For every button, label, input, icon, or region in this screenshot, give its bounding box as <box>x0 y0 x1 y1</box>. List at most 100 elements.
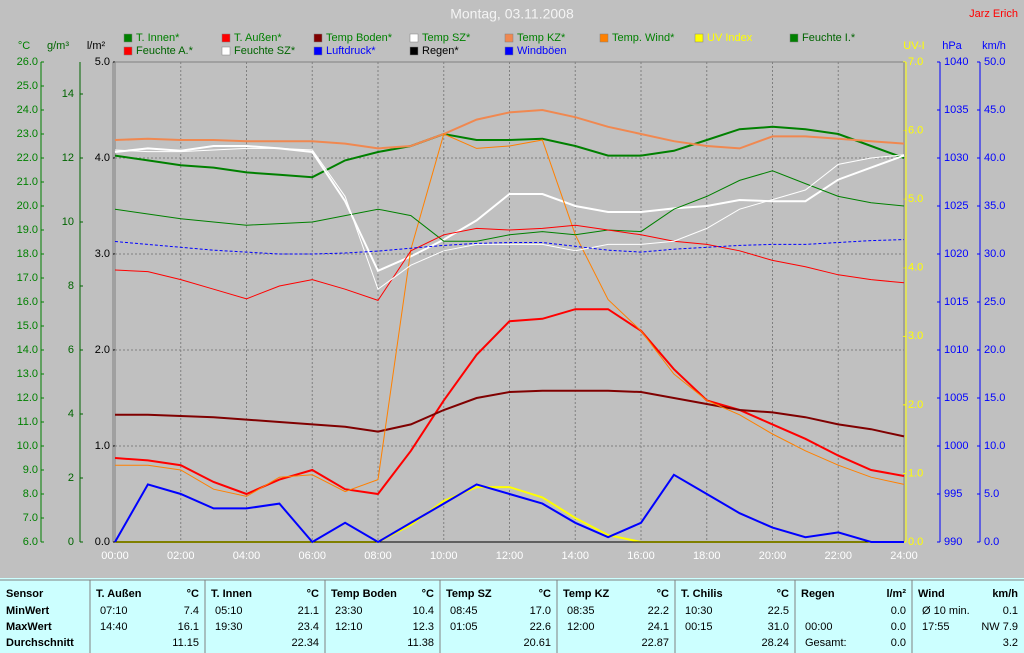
column-unit: km/h <box>992 588 1018 600</box>
y-tick-label: 30.0 <box>984 248 1005 260</box>
cell-value: 11.15 <box>172 637 199 649</box>
y-tick-label: 1020 <box>944 248 968 260</box>
series-line <box>115 389 905 438</box>
legend-swatch <box>694 33 704 43</box>
legend-swatch <box>123 33 133 43</box>
y-tick-label: 25.0 <box>984 296 1005 308</box>
series-line <box>114 239 905 255</box>
chart-title: Montag, 03.11.2008 <box>450 6 574 22</box>
x-tick-label: 16:00 <box>627 550 655 562</box>
series-line <box>114 147 905 290</box>
legend-label: Feuchte A.* <box>136 45 194 57</box>
axis-unit: l/m² <box>87 40 106 52</box>
y-tick-label: 1010 <box>944 344 968 356</box>
cell-time: 14:40 <box>100 621 128 633</box>
cell-value: 22.34 <box>291 637 319 649</box>
y-tick-label: 10.0 <box>17 440 38 452</box>
x-tick-label: 18:00 <box>693 550 721 562</box>
legend-swatch <box>313 46 323 56</box>
y-tick-label: 3.0 <box>908 330 923 342</box>
legend-swatch <box>221 33 231 43</box>
legend-label: Temp KZ* <box>517 32 566 44</box>
cell-value: 20.61 <box>523 637 551 649</box>
x-tick-label: 10:00 <box>430 550 458 562</box>
stats-table-background <box>0 578 1024 653</box>
column-name: Temp KZ <box>563 588 610 600</box>
legend-swatch <box>409 33 419 43</box>
y-tick-label: 40.0 <box>984 152 1005 164</box>
y-tick-label: 15.0 <box>984 392 1005 404</box>
y-tick-label: 2 <box>68 472 74 484</box>
cell-time: Ø 10 min. <box>922 605 970 617</box>
y-tick-label: 1040 <box>944 56 968 68</box>
y-tick-label: 6.0 <box>908 124 923 136</box>
y-tick-label: 7.0 <box>908 56 923 68</box>
y-tick-label: 26.0 <box>17 56 38 68</box>
legend-label: Temp. Wind* <box>612 32 675 44</box>
row-label: MaxWert <box>6 621 52 633</box>
legend-swatch <box>123 46 133 56</box>
y-tick-label: 20.0 <box>17 200 38 212</box>
x-tick-label: 02:00 <box>167 550 195 562</box>
y-tick-label: 4.0 <box>908 262 923 274</box>
column-unit: °C <box>539 588 551 600</box>
cell-time: 10:30 <box>685 605 713 617</box>
cell-value: 21.1 <box>298 605 319 617</box>
x-tick-label: 08:00 <box>364 550 392 562</box>
cell-value: 31.0 <box>768 621 789 633</box>
axis-unit: hPa <box>942 40 962 52</box>
series-line <box>115 133 905 497</box>
legend-swatch <box>599 33 609 43</box>
y-tick-label: 10 <box>62 216 74 228</box>
legend-swatch <box>221 46 231 56</box>
table-header: Sensor <box>6 588 44 600</box>
cell-value: 22.5 <box>768 605 789 617</box>
axis-unit: km/h <box>982 40 1006 52</box>
column-name: T. Chilis <box>681 588 723 600</box>
cell-value: 0.0 <box>891 621 906 633</box>
y-tick-label: 14.0 <box>17 344 38 356</box>
y-tick-label: 1025 <box>944 200 968 212</box>
legend-label: T. Außen* <box>234 32 282 44</box>
y-tick-label: 1.0 <box>908 467 923 479</box>
y-tick-label: 6.0 <box>23 536 38 548</box>
legend-label: Feuchte SZ* <box>234 45 296 57</box>
y-tick-label: 1030 <box>944 152 968 164</box>
cell-value: 0.0 <box>891 605 906 617</box>
cell-value: 0.0 <box>891 637 906 649</box>
cell-value: 22.87 <box>641 637 669 649</box>
y-tick-label: 8 <box>68 280 74 292</box>
y-tick-label: 1005 <box>944 392 968 404</box>
y-tick-label: 10.0 <box>984 440 1005 452</box>
series-line <box>114 125 905 179</box>
series-line <box>114 224 905 301</box>
legend-swatch <box>409 46 419 56</box>
y-tick-label: 7.0 <box>23 512 38 524</box>
cell-value: NW 7.9 <box>981 621 1018 633</box>
y-tick-label: 21.0 <box>17 176 38 188</box>
y-tick-label: 13.0 <box>17 368 38 380</box>
cell-value: 12.3 <box>413 621 434 633</box>
column-name: T. Außen <box>96 588 142 600</box>
cell-time: 12:10 <box>335 621 363 633</box>
y-tick-label: 5.0 <box>984 488 999 500</box>
x-tick-label: 20:00 <box>759 550 787 562</box>
y-tick-label: 6 <box>68 344 74 356</box>
column-unit: °C <box>187 588 199 600</box>
cell-value: 3.2 <box>1003 637 1018 649</box>
series-line <box>114 145 905 273</box>
y-tick-label: 35.0 <box>984 200 1005 212</box>
column-unit: °C <box>777 588 789 600</box>
legend-label: Luftdruck* <box>326 45 376 57</box>
x-tick-label: 00:00 <box>101 550 129 562</box>
legend-label: T. Innen* <box>136 32 180 44</box>
y-tick-label: 25.0 <box>17 80 38 92</box>
author: Jarz Erich <box>969 8 1018 20</box>
cell-value: 22.2 <box>648 605 669 617</box>
y-tick-label: 22.0 <box>17 152 38 164</box>
y-tick-label: 12.0 <box>17 392 38 404</box>
cell-time: 23:30 <box>335 605 363 617</box>
legend-label: Regen* <box>422 45 459 57</box>
cell-value: 0.1 <box>1003 605 1018 617</box>
